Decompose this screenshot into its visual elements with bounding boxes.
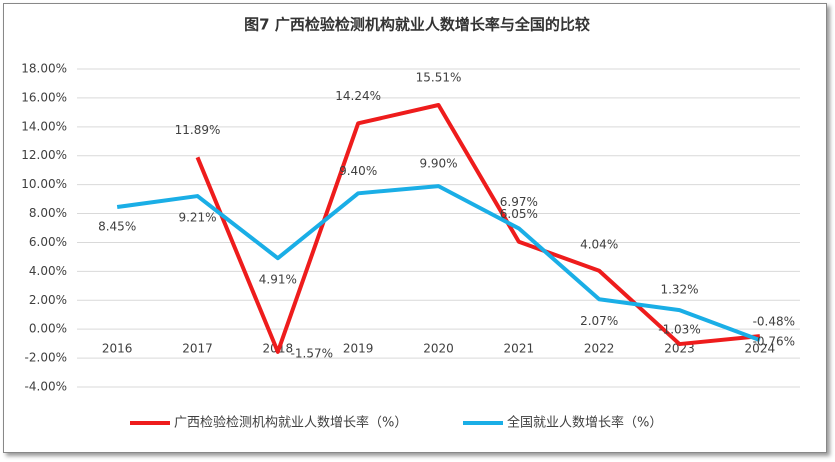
y-tick-label: 8.00% — [29, 206, 67, 220]
y-tick-label: 10.00% — [21, 177, 67, 191]
data-label: 8.45% — [98, 220, 136, 234]
y-tick-label: 0.00% — [29, 322, 67, 336]
y-tick-label: -2.00% — [25, 351, 67, 365]
data-label: 11.89% — [175, 123, 221, 137]
y-tick-label: 14.00% — [21, 119, 67, 133]
data-label: -0.76% — [753, 335, 795, 349]
x-tick-label: 2020 — [423, 342, 454, 356]
data-label: 4.91% — [259, 273, 297, 287]
data-label: 9.21% — [178, 211, 216, 225]
legend-label: 全国就业人数增长率（%） — [507, 415, 662, 431]
data-label: 6.97% — [500, 195, 538, 209]
x-tick-label: 2024 — [745, 342, 776, 356]
legend-label: 广西检验检测机构就业人数增长率（%） — [174, 415, 407, 431]
y-tick-label: 16.00% — [21, 90, 67, 104]
y-tick-label: 2.00% — [29, 293, 67, 307]
series-line — [195, 102, 761, 354]
chart-frame — [3, 3, 827, 453]
data-label: 9.40% — [339, 164, 377, 178]
data-label: 2.07% — [580, 314, 618, 328]
data-label: 14.24% — [335, 89, 381, 103]
x-tick-label: 2017 — [182, 342, 213, 356]
data-label: 4.04% — [580, 237, 618, 251]
data-label: -1.03% — [658, 323, 700, 337]
y-tick-label: 12.00% — [21, 148, 67, 162]
y-tick-label: 6.00% — [29, 235, 67, 249]
x-tick-label: 2022 — [584, 342, 615, 356]
y-tick-label: 4.00% — [29, 264, 67, 278]
y-tick-label: 18.00% — [21, 62, 67, 76]
data-label: 6.05% — [500, 207, 538, 221]
x-tick-label: 2021 — [504, 342, 535, 356]
series-line — [116, 184, 761, 343]
data-label: 1.32% — [660, 283, 698, 297]
data-label: -1.57% — [291, 346, 333, 360]
data-label: 15.51% — [416, 70, 462, 84]
x-tick-label: 2016 — [102, 342, 133, 356]
chart-title: 图7 广西检验检测机构就业人数增长率与全国的比较 — [244, 16, 590, 34]
data-label: 9.90% — [419, 157, 457, 171]
data-label: -0.48% — [753, 315, 795, 329]
x-tick-label: 2019 — [343, 342, 374, 356]
y-tick-label: -4.00% — [25, 380, 67, 394]
